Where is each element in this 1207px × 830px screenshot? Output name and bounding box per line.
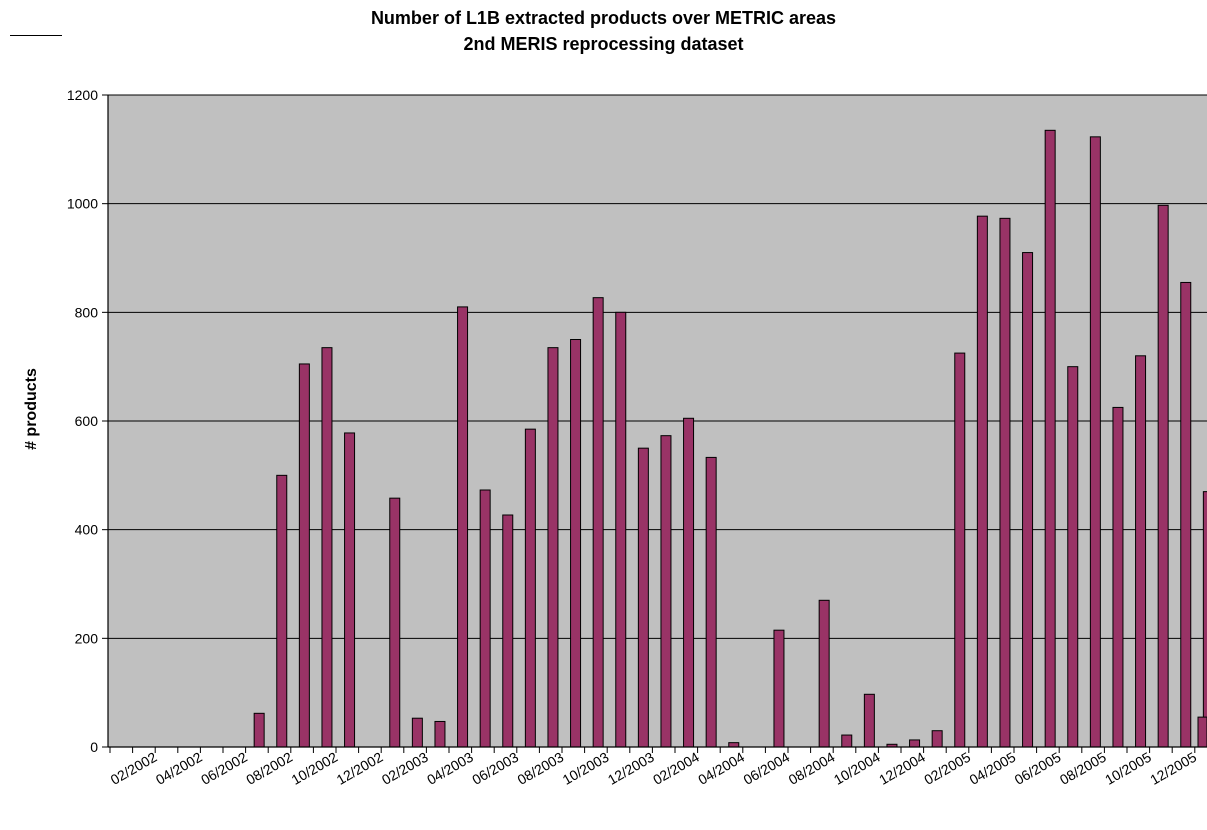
x-tick-label: 10/2004 — [831, 749, 883, 788]
bar — [1112, 406, 1124, 748]
y-tick-label: 0 — [90, 739, 98, 755]
bar — [728, 742, 740, 748]
bar — [683, 417, 695, 748]
bar — [999, 217, 1011, 748]
bar — [344, 432, 356, 748]
bar — [863, 693, 875, 748]
x-tick-label: 06/2002 — [198, 749, 250, 788]
x-tick-label: 08/2004 — [786, 749, 838, 788]
bar — [976, 215, 988, 748]
bar — [705, 456, 717, 748]
x-tick-label: 08/2005 — [1057, 749, 1109, 788]
bar — [570, 339, 582, 748]
bar — [1197, 716, 1207, 748]
bar — [637, 447, 649, 748]
x-tick-label: 08/2003 — [514, 749, 566, 788]
y-tick-label: 1000 — [67, 196, 98, 212]
bar — [615, 311, 627, 748]
x-tick-label: 02/2003 — [379, 749, 431, 788]
bar — [479, 489, 491, 748]
y-tick-label: 600 — [75, 413, 99, 429]
x-tick-label: 10/2005 — [1102, 749, 1154, 788]
bar — [276, 474, 288, 748]
bar — [1202, 491, 1207, 748]
bar — [502, 514, 514, 748]
x-tick-label: 08/2002 — [243, 749, 295, 788]
x-tick-label: 10/2003 — [560, 749, 612, 788]
bar — [909, 739, 921, 748]
chart-subtitle: 2nd MERIS reprocessing dataset — [463, 34, 744, 54]
bar — [524, 428, 536, 748]
y-tick-label: 400 — [75, 522, 99, 538]
bar — [954, 352, 966, 748]
bar — [411, 717, 423, 748]
x-tick-label: 02/2002 — [108, 749, 160, 788]
x-tick-label: 04/2003 — [424, 749, 476, 788]
bar — [547, 347, 559, 748]
y-tick-label: 1200 — [67, 87, 98, 103]
x-tick-label: 12/2005 — [1147, 749, 1199, 788]
bar — [321, 347, 333, 748]
x-tick-label: 10/2002 — [288, 749, 340, 788]
x-tick-label: 02/2005 — [921, 749, 973, 788]
bar — [818, 599, 830, 748]
bar — [389, 497, 401, 748]
bar — [457, 306, 469, 748]
x-tick-label: 12/2004 — [876, 749, 928, 788]
bar — [434, 720, 446, 748]
x-tick-label: 04/2005 — [966, 749, 1018, 788]
x-tick-label: 04/2002 — [153, 749, 205, 788]
bar — [298, 363, 310, 748]
x-tick-label: 06/2003 — [469, 749, 521, 788]
bar — [1067, 366, 1079, 748]
bar — [841, 734, 853, 748]
bar — [1022, 252, 1034, 748]
bar — [1044, 129, 1056, 748]
bar — [1180, 281, 1192, 748]
bar — [1089, 136, 1101, 748]
bar — [253, 712, 265, 748]
bar — [1135, 355, 1147, 748]
x-tick-label: 04/2004 — [695, 749, 747, 788]
bar — [592, 297, 604, 748]
bar — [931, 730, 943, 748]
x-tick-label: 02/2004 — [650, 749, 702, 788]
x-tick-label: 12/2003 — [605, 749, 657, 788]
x-tick-label: 12/2002 — [334, 749, 386, 788]
corner-decoration-line — [10, 35, 62, 36]
bar — [1157, 204, 1169, 748]
y-tick-label: 200 — [75, 630, 99, 646]
x-tick-label: 06/2004 — [740, 749, 792, 788]
chart-title: Number of L1B extracted products over ME… — [370, 8, 837, 28]
bar — [660, 435, 672, 748]
bar — [773, 629, 785, 748]
y-tick-label: 800 — [75, 304, 99, 320]
x-tick-label: 06/2005 — [1012, 749, 1064, 788]
